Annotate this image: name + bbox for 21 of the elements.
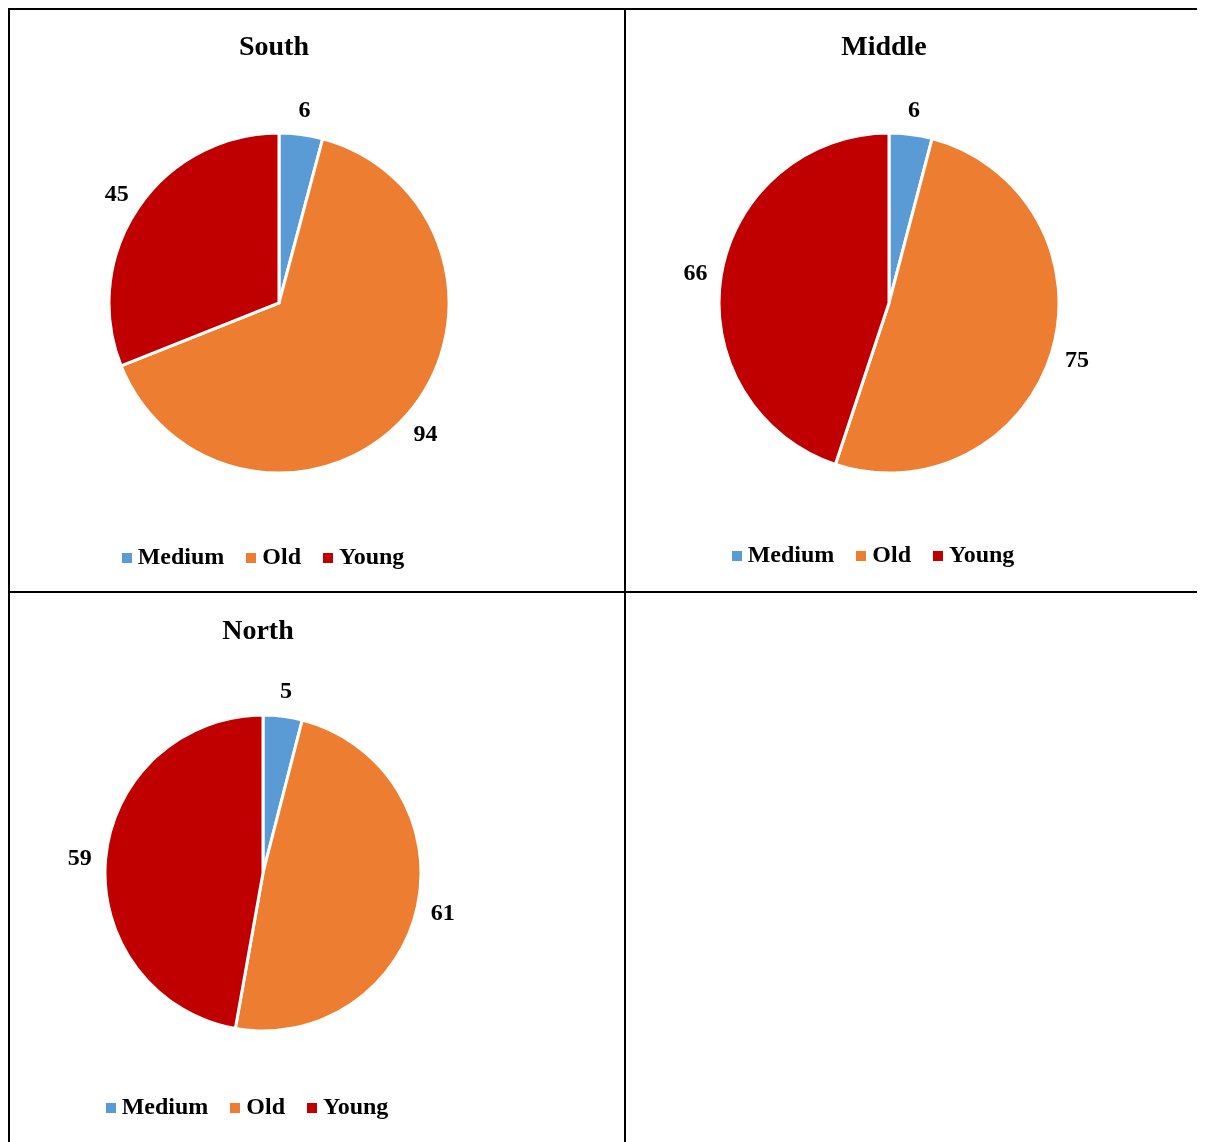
legend-label: Medium	[137, 543, 225, 569]
chart-title: South	[237, 30, 310, 62]
legend-label: Young	[322, 1093, 389, 1119]
chart-title: North	[221, 614, 295, 646]
data-label: 6	[298, 95, 311, 122]
legend-label: Medium	[747, 541, 835, 567]
legend-label: Old	[262, 543, 301, 569]
data-label: 5	[280, 677, 293, 704]
data-label: 75	[1064, 345, 1089, 372]
legend-label: Old	[246, 1093, 285, 1119]
legend-label: Old	[872, 541, 911, 567]
legend-label: Young	[948, 541, 1015, 567]
data-label: 66	[683, 258, 708, 285]
legend-label: Young	[338, 543, 405, 569]
data-label: 6	[908, 95, 921, 122]
data-label: 45	[104, 180, 129, 207]
legend-label: Medium	[121, 1093, 209, 1119]
data-label: 94	[413, 420, 438, 447]
chart-title: Middle	[840, 30, 928, 62]
data-label: 59	[67, 843, 92, 870]
data-label: 61	[430, 899, 455, 926]
